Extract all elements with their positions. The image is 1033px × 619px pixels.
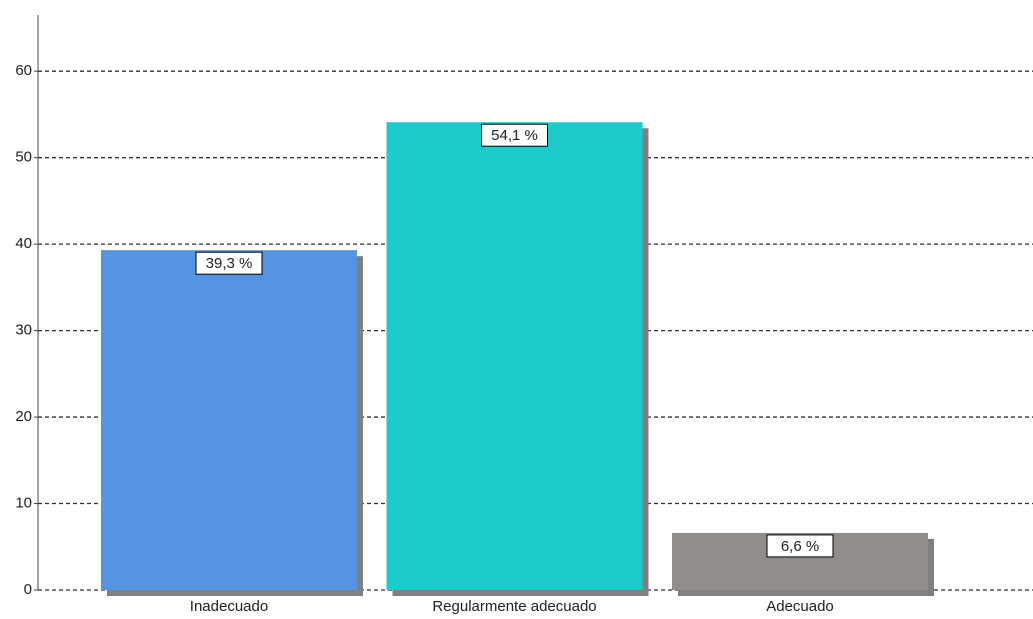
value-label-box: [195, 251, 263, 275]
x-tick-label: Inadecuado: [190, 598, 268, 615]
value-label: 6,6 %: [781, 538, 819, 555]
value-label: 54,1 %: [491, 127, 538, 144]
y-tick-label: 50: [15, 149, 32, 166]
x-tick-label: Regularmente adecuado: [432, 598, 596, 615]
bar: [101, 250, 357, 590]
y-tick-label: 60: [15, 62, 32, 79]
y-tick-label: 0: [24, 581, 32, 598]
y-tick-label: 10: [15, 495, 32, 512]
y-tick-label: 30: [15, 322, 32, 339]
x-tick-label: Adecuado: [766, 598, 834, 615]
value-label-box: [766, 534, 834, 558]
y-tick-label: 20: [15, 408, 32, 425]
y-tick-label: 40: [15, 235, 32, 252]
bar: [386, 122, 643, 590]
value-label: 39,3 %: [206, 255, 253, 272]
value-label-box: [481, 123, 548, 147]
